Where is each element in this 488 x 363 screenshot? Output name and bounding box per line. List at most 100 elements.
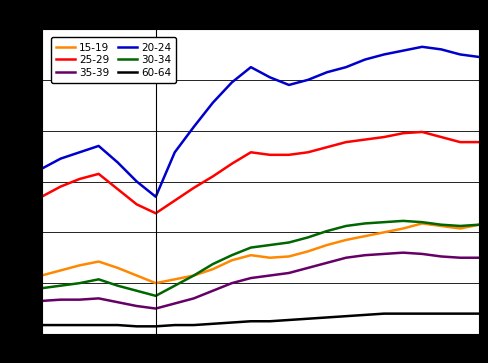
60-64 <box>190 323 196 327</box>
25-29 <box>418 130 424 134</box>
35-39 <box>362 253 367 257</box>
Line: 30-34: 30-34 <box>41 221 478 296</box>
30-34 <box>134 289 140 293</box>
20-24 <box>362 57 367 62</box>
30-34 <box>437 223 443 227</box>
20-24 <box>285 83 291 87</box>
35-39 <box>58 298 63 302</box>
20-24 <box>399 49 405 53</box>
15-19 <box>39 273 44 278</box>
35-39 <box>380 252 386 256</box>
15-19 <box>285 254 291 259</box>
25-29 <box>437 135 443 139</box>
30-34 <box>475 223 481 227</box>
15-19 <box>343 238 348 242</box>
60-64 <box>305 317 310 321</box>
25-29 <box>362 138 367 142</box>
15-19 <box>209 267 215 272</box>
60-64 <box>134 324 140 329</box>
15-19 <box>437 224 443 228</box>
25-29 <box>171 199 177 203</box>
60-64 <box>324 315 329 320</box>
25-29 <box>247 150 253 155</box>
35-39 <box>399 250 405 255</box>
20-24 <box>152 195 158 199</box>
20-24 <box>247 65 253 69</box>
35-39 <box>324 261 329 265</box>
35-39 <box>247 276 253 280</box>
30-34 <box>343 224 348 228</box>
35-39 <box>305 266 310 270</box>
20-24 <box>437 47 443 52</box>
30-34 <box>228 253 234 257</box>
20-24 <box>58 156 63 161</box>
25-29 <box>58 184 63 189</box>
15-19 <box>134 273 140 278</box>
35-39 <box>171 301 177 306</box>
15-19 <box>380 230 386 234</box>
60-64 <box>437 311 443 316</box>
20-24 <box>209 101 215 105</box>
15-19 <box>58 268 63 273</box>
25-29 <box>190 186 196 190</box>
60-64 <box>115 323 121 327</box>
30-34 <box>380 220 386 224</box>
25-29 <box>39 195 44 199</box>
20-24 <box>343 65 348 69</box>
25-29 <box>152 211 158 216</box>
35-39 <box>39 299 44 303</box>
20-24 <box>96 144 102 148</box>
30-34 <box>171 284 177 288</box>
60-64 <box>456 311 462 316</box>
15-19 <box>266 256 272 260</box>
35-39 <box>190 296 196 301</box>
20-24 <box>380 52 386 57</box>
15-19 <box>456 227 462 231</box>
15-19 <box>247 253 253 257</box>
30-34 <box>362 221 367 226</box>
25-29 <box>343 140 348 144</box>
60-64 <box>171 323 177 327</box>
35-39 <box>96 296 102 301</box>
35-39 <box>266 273 272 278</box>
25-29 <box>266 153 272 157</box>
30-34 <box>58 284 63 288</box>
60-64 <box>362 313 367 317</box>
30-34 <box>77 281 82 285</box>
25-29 <box>96 172 102 176</box>
20-24 <box>228 80 234 85</box>
30-34 <box>324 229 329 233</box>
20-24 <box>456 52 462 57</box>
30-34 <box>115 284 121 288</box>
35-39 <box>418 252 424 256</box>
15-19 <box>171 277 177 282</box>
30-34 <box>96 277 102 282</box>
30-34 <box>209 262 215 266</box>
35-39 <box>115 300 121 304</box>
15-19 <box>305 249 310 254</box>
20-24 <box>171 150 177 155</box>
20-24 <box>418 45 424 49</box>
35-39 <box>228 281 234 285</box>
30-34 <box>305 235 310 240</box>
20-24 <box>134 179 140 184</box>
30-34 <box>247 245 253 250</box>
20-24 <box>475 55 481 59</box>
15-19 <box>362 234 367 238</box>
15-19 <box>115 266 121 270</box>
35-39 <box>152 306 158 311</box>
60-64 <box>399 311 405 316</box>
30-34 <box>190 273 196 278</box>
60-64 <box>418 311 424 316</box>
35-39 <box>209 289 215 293</box>
15-19 <box>190 273 196 278</box>
30-34 <box>285 240 291 245</box>
60-64 <box>39 323 44 327</box>
15-19 <box>96 259 102 264</box>
60-64 <box>247 319 253 323</box>
Line: 20-24: 20-24 <box>41 47 478 197</box>
35-39 <box>77 298 82 302</box>
25-29 <box>324 145 329 150</box>
60-64 <box>77 323 82 327</box>
35-39 <box>437 254 443 259</box>
